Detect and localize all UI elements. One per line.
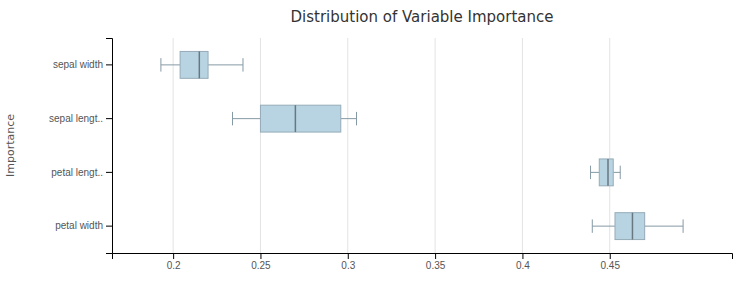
x-tick: 0.2 <box>167 253 181 271</box>
cap <box>590 166 591 179</box>
y-tick-label: sepal lengt.. <box>49 113 103 124</box>
y-tick-mark <box>106 226 112 227</box>
box-group <box>591 159 621 186</box>
grid-line <box>173 38 174 253</box>
marks <box>161 51 683 239</box>
cap <box>160 58 161 71</box>
box-group <box>161 51 243 78</box>
whisker <box>341 118 357 119</box>
x-axis-line <box>113 254 733 260</box>
y-tick-label: petal lengt.. <box>51 167 103 178</box>
box <box>615 213 645 240</box>
x-tick: 0.25 <box>251 253 271 271</box>
cap <box>592 219 593 232</box>
y-axis-title: Importance <box>4 114 17 177</box>
x-tick-label: 0.2 <box>167 260 181 271</box>
median <box>632 213 634 240</box>
grid-line <box>435 38 436 253</box>
grid-line <box>347 38 348 253</box>
median <box>295 105 297 132</box>
y-tick: petal lengt.. <box>51 167 112 178</box>
box <box>180 51 208 78</box>
y-tick: sepal lengt.. <box>49 113 112 124</box>
whisker <box>233 118 261 119</box>
x-tick-label: 0.25 <box>251 260 271 271</box>
cap <box>232 112 233 125</box>
x-tick: 0.35 <box>426 253 446 271</box>
cap <box>356 112 357 125</box>
whisker <box>592 226 615 227</box>
box <box>599 159 613 186</box>
cap <box>620 166 621 179</box>
x-tick: 0.4 <box>516 253 530 271</box>
cap <box>242 58 243 71</box>
y-tick: sepal width <box>53 59 112 70</box>
x-tick-label: 0.4 <box>516 260 530 271</box>
title: Distribution of Variable Importance <box>291 8 554 26</box>
y-tick-mark <box>106 118 112 119</box>
grid-line <box>522 38 523 253</box>
x-tick-mark <box>435 253 436 259</box>
plot: 0.2 0.25 0.3 0.35 0.4 0.45 petal width petal le… <box>49 38 732 271</box>
whisker <box>208 64 243 65</box>
y-tick-label: sepal width <box>53 59 103 70</box>
y-axis-line <box>106 39 113 254</box>
y-tick-mark <box>106 172 112 173</box>
y-axis: petal width petal lengt.. sepal lengt.. sep… <box>49 39 112 254</box>
cap <box>683 219 684 232</box>
x-tick: 0.45 <box>601 253 621 271</box>
median <box>199 51 201 78</box>
whisker <box>613 172 620 173</box>
x-tick-mark <box>260 253 261 259</box>
x-tick-label: 0.3 <box>341 260 355 271</box>
x-tick: 0.3 <box>341 253 355 271</box>
x-tick-label: 0.45 <box>601 260 621 271</box>
x-tick-mark <box>173 253 174 259</box>
x-axis: 0.2 0.25 0.3 0.35 0.4 0.45 <box>113 253 733 271</box>
chart: Distribution of Variable Importance Impor… <box>0 0 752 283</box>
y-tick-label: petal width <box>55 220 103 231</box>
box-group <box>233 105 357 132</box>
grid-line <box>609 38 610 253</box>
whisker <box>161 64 180 65</box>
whisker <box>591 172 600 173</box>
box-group <box>592 213 683 240</box>
x-tick-mark <box>522 253 523 259</box>
box <box>260 105 340 132</box>
whisker <box>645 226 683 227</box>
x-tick-mark <box>348 253 349 259</box>
grid <box>173 38 610 253</box>
x-tick-label: 0.35 <box>426 260 446 271</box>
median <box>607 159 609 186</box>
grid-line <box>260 38 261 253</box>
y-tick-mark <box>106 64 112 65</box>
x-tick-mark <box>610 253 611 259</box>
y-tick: petal width <box>55 220 112 231</box>
